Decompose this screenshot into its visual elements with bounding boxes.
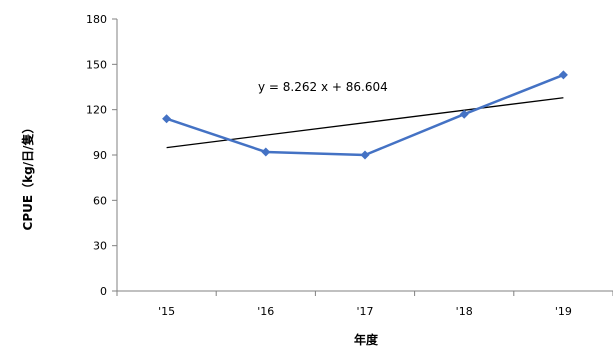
- data-point-marker: [162, 114, 172, 124]
- data-point-marker: [558, 70, 568, 80]
- data-point-marker: [459, 109, 469, 119]
- x-tick-label: '17: [356, 305, 373, 318]
- y-axis-ticks: 0 30 60 90 120 150 180: [86, 13, 117, 298]
- data-point-marker: [261, 147, 271, 157]
- trendline-equation-label: y = 8.262 x + 86.604: [258, 80, 388, 94]
- x-tick-label: '18: [456, 305, 473, 318]
- y-tick-label: 60: [93, 194, 107, 207]
- x-tick-label: '16: [257, 305, 274, 318]
- x-axis-title: 年度: [354, 332, 379, 347]
- y-tick-label: 0: [100, 285, 107, 298]
- x-tick-label: '19: [555, 305, 572, 318]
- trendline: [166, 97, 564, 149]
- y-tick-label: 150: [86, 58, 107, 71]
- x-tick-label: '15: [158, 305, 175, 318]
- series-markers: [162, 70, 568, 160]
- data-point-marker: [360, 150, 370, 160]
- y-tick-label: 30: [93, 240, 107, 253]
- y-tick-label: 120: [86, 104, 107, 117]
- y-tick-label: 90: [93, 149, 107, 162]
- x-axis-ticks: '15 '16 '17 '18 '19: [116, 291, 613, 318]
- y-axis-title: CPUE（kg/日/隻）: [20, 122, 35, 231]
- y-tick-label: 180: [86, 13, 107, 26]
